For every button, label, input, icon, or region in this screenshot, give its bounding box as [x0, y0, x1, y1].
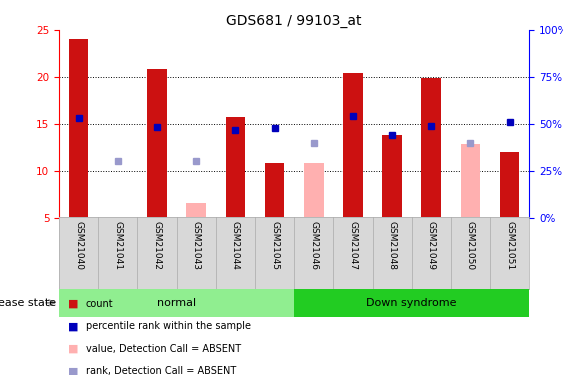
Bar	[294, 289, 529, 317]
Text: GSM21045: GSM21045	[270, 221, 279, 270]
Text: Down syndrome: Down syndrome	[367, 298, 457, 308]
Text: GSM21051: GSM21051	[505, 221, 514, 270]
Title: GDS681 / 99103_at: GDS681 / 99103_at	[226, 13, 362, 28]
Bar	[422, 78, 441, 218]
Text: ■: ■	[68, 321, 78, 331]
Text: ■: ■	[68, 366, 78, 375]
Text: GSM21048: GSM21048	[387, 221, 396, 270]
Text: GSM21046: GSM21046	[309, 221, 318, 270]
Bar	[343, 73, 363, 217]
Text: GSM21049: GSM21049	[427, 221, 436, 270]
Text: normal: normal	[157, 298, 196, 308]
Text: GSM21050: GSM21050	[466, 221, 475, 270]
Text: rank, Detection Call = ABSENT: rank, Detection Call = ABSENT	[86, 366, 236, 375]
Bar	[304, 163, 324, 218]
Text: GSM21041: GSM21041	[113, 221, 122, 270]
Text: GSM21047: GSM21047	[348, 221, 358, 270]
Bar	[148, 69, 167, 218]
Bar	[226, 117, 245, 218]
Bar	[265, 163, 284, 218]
Text: GSM21044: GSM21044	[231, 221, 240, 270]
Text: GSM21043: GSM21043	[192, 221, 201, 270]
Text: value, Detection Call = ABSENT: value, Detection Call = ABSENT	[86, 344, 241, 354]
Bar	[186, 203, 206, 217]
Text: GSM21042: GSM21042	[153, 221, 162, 270]
Text: GSM21040: GSM21040	[74, 221, 83, 270]
Text: disease state: disease state	[0, 298, 56, 308]
Text: count: count	[86, 299, 113, 309]
Bar	[461, 144, 480, 218]
Bar	[59, 289, 294, 317]
Text: percentile rank within the sample: percentile rank within the sample	[86, 321, 251, 331]
Bar	[69, 39, 88, 218]
Bar	[382, 135, 402, 218]
Bar	[500, 152, 520, 217]
Text: ■: ■	[68, 344, 78, 354]
Text: ■: ■	[68, 299, 78, 309]
